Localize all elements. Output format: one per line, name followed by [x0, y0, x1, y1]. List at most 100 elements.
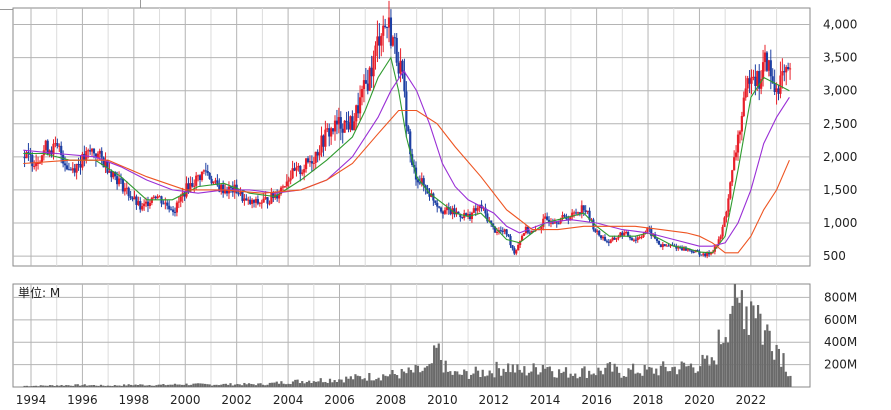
volume-bar	[197, 383, 200, 387]
candle-body	[96, 153, 99, 158]
price-y-tick-label: 1,000	[823, 216, 857, 230]
candle-body	[767, 60, 770, 71]
volume-bar	[136, 384, 140, 387]
candle-body	[578, 212, 581, 214]
volume-bar	[217, 385, 221, 387]
candle-body	[761, 62, 765, 79]
candle-body	[771, 76, 774, 84]
candle-body	[781, 71, 784, 76]
candle-body	[258, 202, 261, 204]
candle-body	[457, 211, 460, 214]
candle-body	[424, 185, 427, 189]
volume-bar	[745, 306, 748, 387]
volume-bar	[597, 367, 600, 387]
volume-bar	[419, 372, 422, 387]
volume-y-tick-label: 400M	[824, 335, 857, 349]
volume-bar	[277, 383, 281, 387]
volume-grid	[13, 284, 810, 387]
volume-bar	[254, 385, 258, 387]
volume-bar	[433, 345, 436, 387]
volume-bar	[706, 355, 709, 387]
volume-bar	[162, 383, 165, 387]
candle-body	[322, 135, 325, 147]
volume-bar	[412, 372, 415, 387]
volume-bar	[675, 374, 679, 387]
x-tick-label: 2010	[427, 393, 458, 407]
volume-bar	[236, 383, 239, 387]
candle-body	[256, 199, 259, 204]
candle-body	[690, 250, 693, 252]
candle-body	[127, 187, 130, 197]
candle-body	[628, 236, 632, 239]
candle-body	[443, 210, 447, 214]
price-y-tick-label: 2,000	[823, 150, 857, 164]
x-tick-label: 2004	[273, 393, 304, 407]
volume-bar	[666, 371, 669, 387]
volume-bar	[118, 385, 121, 387]
ma-long-line	[23, 109, 790, 254]
volume-bar	[680, 361, 683, 387]
candle-body	[613, 237, 616, 240]
volume-bar	[134, 384, 137, 387]
candle-body	[306, 158, 310, 163]
candle-body	[555, 222, 558, 224]
volume-bar	[243, 382, 246, 387]
candle-body	[540, 226, 543, 230]
candle-body	[775, 88, 778, 92]
candle-body	[638, 237, 641, 239]
candle-body	[73, 168, 76, 173]
candle-body	[397, 62, 400, 74]
volume-bar	[368, 372, 371, 387]
volume-bar	[245, 384, 248, 387]
candle-body	[748, 78, 751, 84]
volume-bar	[724, 337, 727, 387]
candle-body	[756, 71, 759, 86]
volume-bar	[125, 385, 128, 387]
candle-body	[191, 183, 194, 187]
volume-bar	[551, 371, 554, 387]
candle-body	[353, 121, 356, 131]
volume-bar	[247, 383, 251, 387]
candle-body	[779, 75, 782, 94]
candle-body	[281, 186, 285, 188]
candle-body	[420, 178, 423, 184]
volume-bar	[747, 334, 750, 387]
candle-body	[102, 157, 105, 168]
candle-body	[210, 178, 213, 184]
x-tick-label: 2008	[376, 393, 407, 407]
candle-body	[501, 230, 504, 232]
candle-body	[98, 150, 101, 154]
volume-bar	[201, 383, 204, 387]
candle-body	[143, 203, 146, 207]
volume-bar	[629, 369, 632, 387]
price-y-tick-label: 1,500	[823, 183, 857, 197]
volume-bar	[504, 371, 507, 387]
volume-bar	[328, 378, 332, 387]
candle-body	[692, 251, 695, 253]
candle-body	[112, 171, 115, 178]
candle-body	[177, 201, 180, 203]
volume-bar	[669, 371, 672, 387]
volume-bar	[560, 373, 563, 387]
candle-body	[511, 245, 514, 249]
candle-body	[162, 203, 165, 205]
candle-body	[27, 152, 30, 154]
candle-body	[752, 76, 755, 78]
candle-body	[123, 188, 126, 192]
candle-body	[331, 128, 335, 132]
volume-bar	[326, 382, 329, 387]
volume-bar	[618, 372, 621, 387]
volume-bar	[673, 366, 676, 387]
candle-body	[461, 217, 464, 219]
volume-bar	[493, 377, 496, 387]
candle-body	[241, 191, 244, 201]
volume-bar	[141, 384, 144, 387]
candle-body	[31, 154, 34, 167]
volume-bar	[733, 284, 737, 387]
candle-body	[152, 196, 155, 198]
volume-bar	[514, 372, 517, 387]
candle-body	[360, 89, 364, 98]
volume-bar	[396, 375, 399, 387]
volume-bar	[754, 318, 757, 387]
volume-bar	[231, 385, 234, 387]
